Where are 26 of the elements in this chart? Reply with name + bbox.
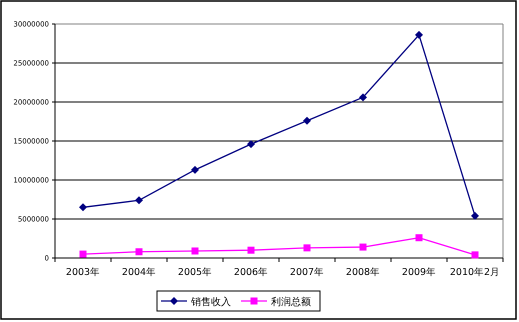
point: [472, 251, 478, 258]
x-tick-label: 2005年: [178, 266, 212, 278]
point: [471, 212, 479, 220]
legend-label: 利润总额: [271, 296, 311, 308]
x-tick-label: 2004年: [122, 266, 156, 278]
point: [247, 140, 255, 148]
x-tick-label: 2003年: [66, 266, 100, 278]
point: [192, 247, 198, 254]
point: [136, 248, 142, 256]
point: [359, 93, 367, 102]
point: [415, 30, 423, 39]
point: [80, 250, 86, 258]
point: [191, 166, 199, 174]
x-tick-label: 2010年2月: [450, 266, 500, 278]
point: [248, 246, 254, 254]
x-tick-label: 2007年: [290, 266, 324, 278]
point: [304, 244, 310, 252]
x-tick-label: 2009年: [402, 266, 436, 278]
point: [135, 196, 143, 204]
point: [79, 203, 87, 212]
point: [360, 244, 366, 251]
x-tick-label: 2006年: [234, 266, 268, 278]
point: [303, 116, 311, 125]
legend-label: 销售收入: [190, 296, 231, 308]
point: [416, 234, 422, 242]
x-tick-label: 2008年: [346, 266, 380, 278]
